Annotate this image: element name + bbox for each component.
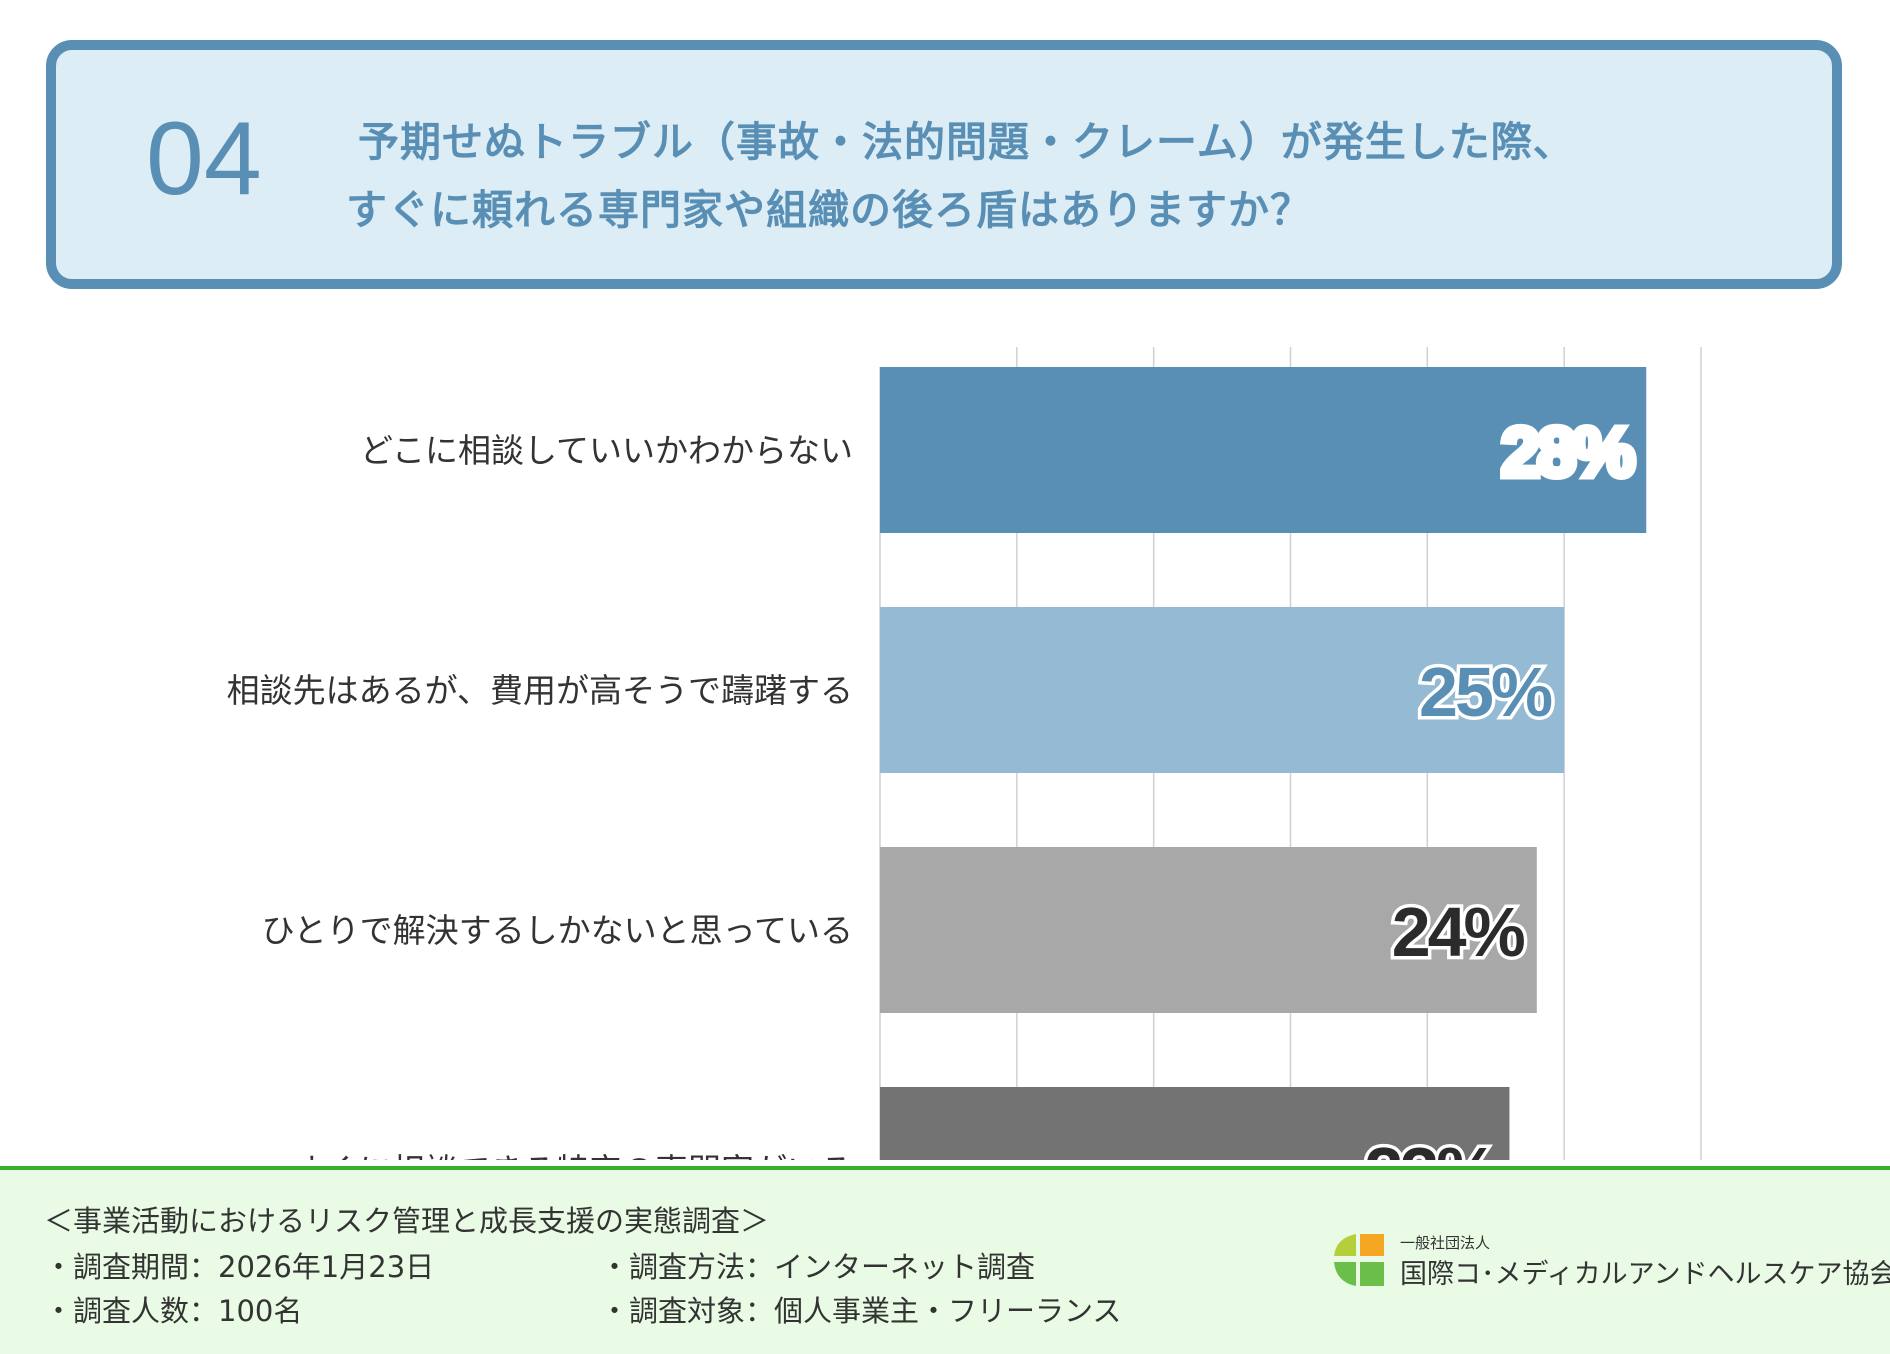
survey-target: ・調査対象：個人事業主・フリーランス (600, 1294, 1122, 1328)
category-label: すぐに相談できる特定の専門家がいる (293, 1151, 853, 1160)
category-label: 相談先はあるが、費用が高そうで躊躇する (227, 671, 853, 710)
organization-logo: 一般社団法人 国際コ･メディカルアンドヘルスケア協会 (1330, 1232, 1890, 1292)
logo-mark-icon (1334, 1234, 1384, 1286)
logo-name: 国際コ･メディカルアンドヘルスケア協会 (1400, 1259, 1890, 1290)
bar (880, 607, 1565, 773)
footer: ＜事業活動におけるリスク管理と成長支援の実態調査＞ ・調査期間：2026年1月2… (0, 1166, 1890, 1354)
bar (880, 1087, 1510, 1160)
question-text: 予期せぬトラブル（事故・法的問題・クレーム）が発生した際、 すぐに頼れる専門家や… (346, 108, 1575, 244)
question-box: 04 予期せぬトラブル（事故・法的問題・クレーム）が発生した際、 すぐに頼れる専… (46, 40, 1842, 289)
data-label: 25% (1419, 653, 1552, 731)
question-number: 04 (146, 101, 262, 217)
survey-count: ・調査人数：100名 (44, 1294, 303, 1328)
question-line-2: すぐに頼れる専門家や組織の後ろ盾はありますか？ (346, 186, 1312, 234)
bar (880, 367, 1647, 533)
data-label: 28% (1501, 413, 1634, 491)
data-label: 23% (1364, 1133, 1497, 1160)
question-line-1: 予期せぬトラブル（事故・法的問題・クレーム）が発生した際、 (358, 118, 1575, 166)
bar (880, 847, 1537, 1013)
bar-chart: 0%5%10%15%20%25%30%どこに相談していいかわからない28%相談先… (227, 347, 1702, 1160)
survey-period: ・調査期間：2026年1月23日 (44, 1250, 435, 1284)
survey-method: ・調査方法：インターネット調査 (600, 1250, 1036, 1284)
category-label: どこに相談していいかわからない (360, 431, 853, 470)
category-label: ひとりで解決するしかないと思っている (262, 911, 853, 950)
survey-title: ＜事業活動におけるリスク管理と成長支援の実態調査＞ (44, 1204, 770, 1238)
logo-subtitle: 一般社団法人 (1400, 1234, 1491, 1252)
data-label: 24% (1392, 893, 1525, 971)
